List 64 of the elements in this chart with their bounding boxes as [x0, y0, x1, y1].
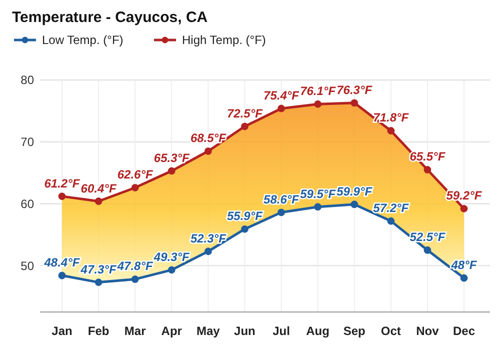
point [314, 100, 322, 108]
chart-title: Temperature - Cayucos, CA [12, 9, 208, 26]
data-label: 49.3°F [152, 250, 190, 264]
y-tick-label: 50 [20, 258, 34, 273]
point [204, 248, 212, 256]
point [131, 276, 139, 283]
x-tick-label: Jan [52, 324, 72, 338]
point [424, 166, 432, 174]
x-tick-label: Mar [124, 324, 146, 338]
data-label: 59.9°F [336, 184, 373, 198]
point [387, 127, 395, 134]
data-label: 52.3°F [190, 231, 227, 246]
y-tick-label: 80 [20, 73, 34, 88]
point [424, 246, 432, 254]
x-tick-label: Jun [234, 324, 256, 338]
data-label: 48.4°F [43, 256, 80, 270]
x-tick-label: Sep [343, 324, 366, 338]
data-label: 60.4°F [80, 181, 117, 196]
point [168, 167, 176, 175]
data-label: 76.1°F [300, 84, 336, 98]
point [460, 274, 468, 282]
x-tick-label: Dec [452, 324, 476, 338]
data-label: 57.2°F [373, 201, 410, 216]
point [350, 200, 358, 208]
point [131, 184, 139, 192]
data-label: 47.3°F [80, 262, 117, 276]
x-tick-label: Jul [272, 324, 290, 338]
point [58, 272, 66, 280]
data-label: 59.5°F [300, 186, 336, 201]
data-label: 65.3°F [154, 150, 190, 165]
data-label: 76.3°F [336, 82, 373, 97]
data-label: 62.6°F [117, 168, 154, 182]
data-label: 61.2°F [44, 176, 80, 190]
point [278, 208, 285, 216]
data-label: 68.5°F [190, 131, 227, 146]
x-tick-label: May [196, 324, 220, 338]
data-label: 47.8°F [116, 259, 154, 274]
data-label: 48°F [450, 258, 478, 272]
point [278, 104, 285, 112]
x-tick-label: Aug [306, 324, 330, 338]
x-tick-label: Nov [416, 324, 440, 338]
legend-label: Low Temp. (°F) [42, 33, 124, 48]
point [241, 122, 248, 130]
data-label: 55.9°F [226, 209, 264, 224]
data-label: 71.8°F [373, 110, 410, 125]
point [204, 147, 212, 155]
point [94, 198, 102, 205]
x-tick-label: Oct [380, 324, 401, 338]
point [387, 217, 395, 225]
point [314, 203, 322, 211]
legend-label: High Temp. (°F) [182, 33, 266, 48]
data-label: 58.6°F [264, 192, 300, 206]
point [350, 99, 358, 107]
x-tick-label: Feb [88, 324, 110, 338]
data-label: 75.4°F [264, 88, 300, 102]
y-tick-label: 70 [20, 135, 34, 150]
y-tick-label: 60 [20, 196, 34, 211]
point [168, 266, 176, 274]
point [94, 278, 102, 286]
data-label: 72.5°F [226, 106, 264, 120]
point [58, 192, 66, 200]
point [241, 225, 248, 233]
point [460, 204, 468, 212]
x-tick-label: Apr [161, 324, 182, 338]
